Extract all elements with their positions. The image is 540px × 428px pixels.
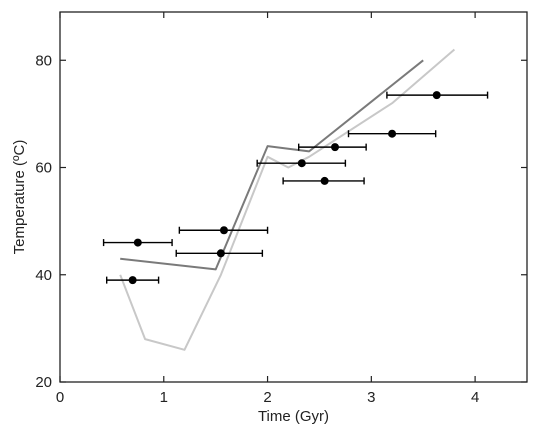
x-tick-label: 4 [471, 389, 479, 406]
y-tick-label: 20 [35, 374, 52, 391]
data-point [331, 143, 339, 151]
data-point [134, 239, 142, 247]
data-point [298, 159, 306, 167]
data-points [104, 91, 488, 284]
x-axis-label: Time (Gyr) [258, 408, 329, 425]
x-tick-label: 3 [367, 389, 375, 406]
data-point [129, 276, 137, 284]
data-point [388, 130, 396, 138]
data-point [321, 177, 329, 185]
x-tick-label: 2 [263, 389, 271, 406]
data-point [217, 249, 225, 257]
x-tick-label: 0 [56, 389, 64, 406]
y-axis-label: Temperature (ºC) [11, 140, 28, 255]
model-line-1 [120, 60, 423, 269]
y-tick-label: 80 [35, 52, 52, 69]
plot-frame [60, 12, 527, 382]
y-tick-label: 40 [35, 267, 52, 284]
data-point [433, 91, 441, 99]
x-tick-label: 1 [160, 389, 168, 406]
data-point [220, 226, 228, 234]
axis-ticks: 0 1 2 3 4 20 40 60 80 [35, 12, 527, 406]
y-tick-label: 60 [35, 160, 52, 177]
